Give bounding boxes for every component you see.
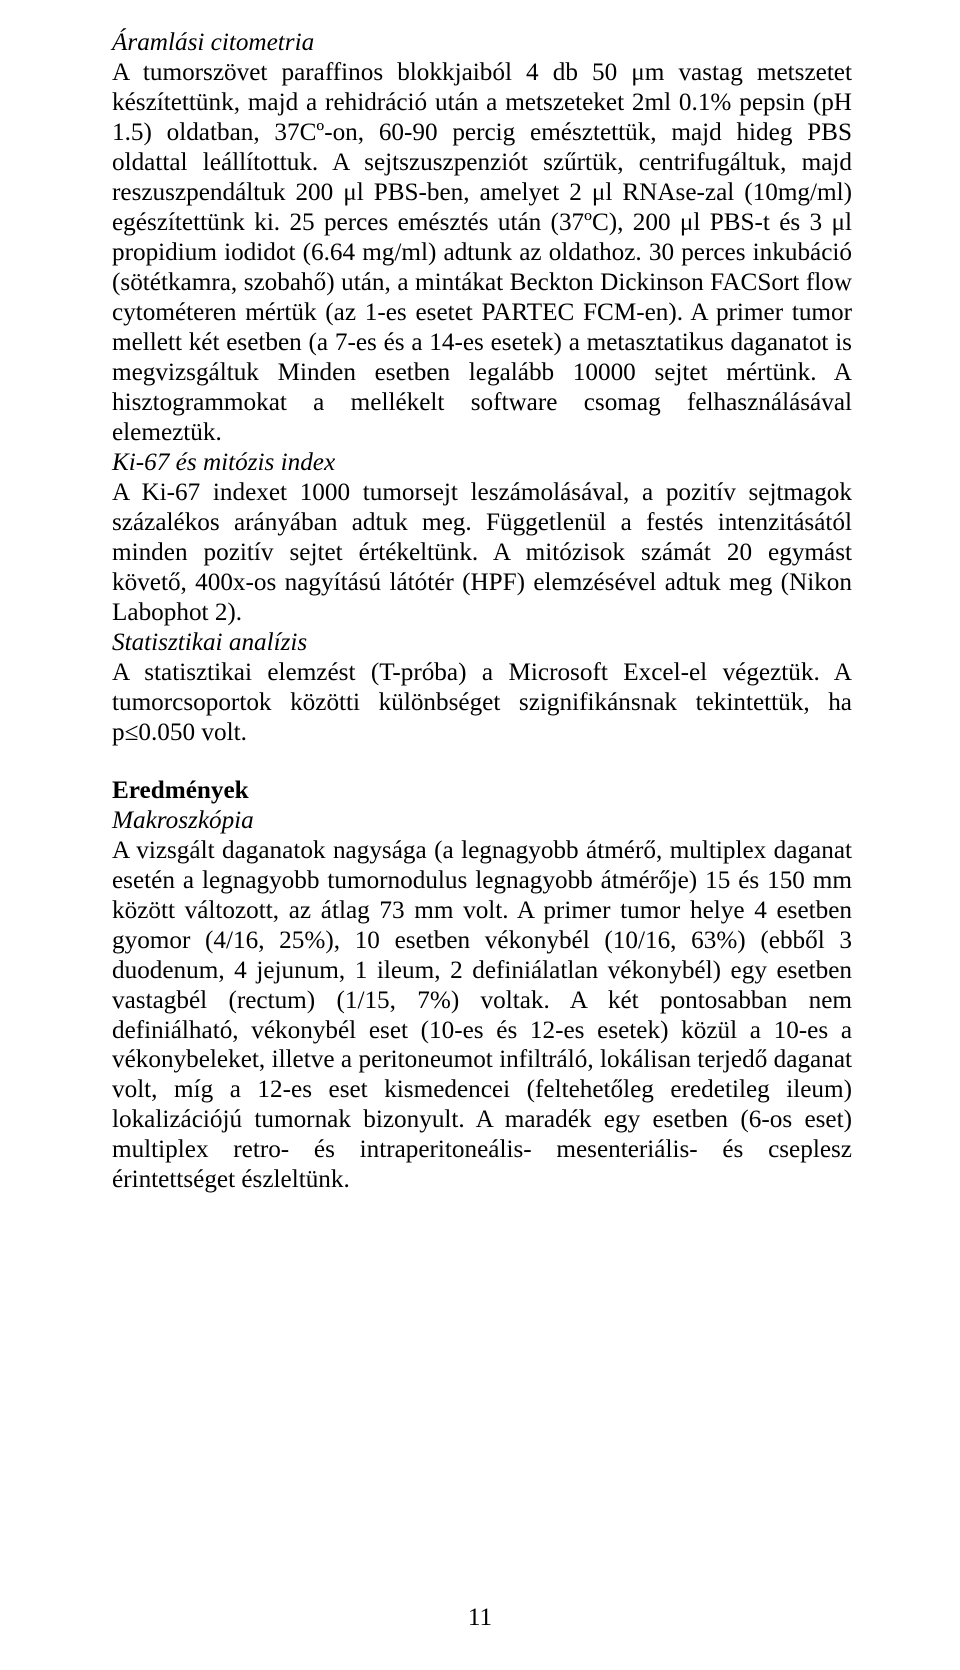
section-subheading-macroscopy: Makroszkópia [112,806,852,836]
section-body-ki67: A Ki-67 indexet 1000 tumorsejt leszámolá… [112,478,852,628]
section-body-statistics: A statisztikai elemzést (T-próba) a Micr… [112,658,852,748]
section-body-flow-cytometry: A tumorszövet paraffinos blokkjaiból 4 d… [112,58,852,448]
section-gap [112,748,852,776]
section-body-results: A vizsgált daganatok nagysága (a legnagy… [112,836,852,1196]
section-heading-statistics: Statisztikai analízis [112,628,852,658]
section-heading-ki67: Ki-67 és mitózis index [112,448,852,478]
document-page: Áramlási citometria A tumorszövet paraff… [0,0,960,1670]
section-heading-flow-cytometry: Áramlási citometria [112,28,852,58]
section-heading-results: Eredmények [112,776,852,806]
page-number: 11 [0,1604,960,1632]
